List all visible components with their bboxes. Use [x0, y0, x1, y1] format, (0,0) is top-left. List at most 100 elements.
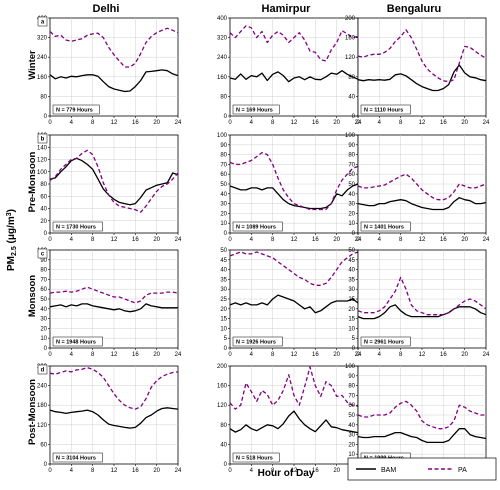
y-tick-label: 100 — [345, 133, 356, 139]
x-tick-label: 0 — [356, 237, 360, 243]
y-tick-label: 60 — [348, 172, 355, 178]
x-tick-label: 8 — [399, 237, 403, 243]
y-tick-label: 40 — [40, 207, 47, 213]
x-tick-label: 20 — [333, 237, 340, 243]
x-tick-label: 4 — [250, 352, 254, 358]
y-tick-label: 90 — [40, 258, 47, 264]
series-line-pa — [229, 251, 359, 286]
y-tick-label: 30 — [220, 287, 227, 293]
y-tick-label: 400 — [217, 16, 228, 22]
n-label-box — [360, 104, 411, 115]
n-label-box — [52, 452, 103, 463]
series-line-pa — [357, 400, 486, 430]
panel-tag: a — [41, 20, 45, 26]
x-tick-label: 24 — [483, 237, 490, 243]
series-line-pa — [49, 286, 179, 304]
x-tick-label: 4 — [378, 237, 382, 243]
y-tick-label: 120 — [345, 55, 356, 61]
x-tick-label: 24 — [483, 352, 490, 358]
y-tick-label: 140 — [37, 145, 48, 151]
x-tick-label: 12 — [291, 237, 298, 243]
x-tick-label: 8 — [271, 468, 275, 474]
y-tick-label: 90 — [220, 143, 227, 149]
y-tick-label: 40 — [220, 192, 227, 198]
n-label-box — [232, 452, 280, 463]
x-tick-label: 16 — [312, 120, 319, 126]
x-tick-label: 4 — [378, 352, 382, 358]
y-tick-label: 0 — [224, 462, 228, 468]
y-tick-label: 120 — [37, 158, 48, 164]
y-tick-label: 30 — [40, 317, 47, 323]
y-tick-label: 5 — [352, 336, 356, 342]
y-tick-label: 60 — [348, 403, 355, 409]
y-tick-label: 5 — [224, 336, 228, 342]
y-tick-label: 70 — [220, 162, 227, 168]
x-tick-label: 12 — [111, 468, 118, 474]
y-tick-label: 20 — [348, 307, 355, 313]
n-label-box — [232, 336, 283, 347]
panel-post-monsoon-delhi: 06012018024030004812162024N = 3104 Hours… — [37, 364, 182, 474]
x-tick-label: 16 — [312, 237, 319, 243]
x-tick-label: 0 — [228, 352, 232, 358]
y-tick-label: 90 — [348, 374, 355, 380]
y-tick-label: 10 — [348, 221, 355, 227]
panel-pre-monsoon-delhi: 02040608010012014016004812162024N = 1730… — [37, 133, 182, 243]
x-tick-label: 4 — [70, 352, 74, 358]
n-label: N = 1948 Hours — [56, 340, 96, 346]
column-title-bengaluru: Bengaluru — [387, 3, 441, 15]
x-tick-label: 24 — [175, 120, 182, 126]
x-tick-label: 20 — [153, 468, 160, 474]
y-tick-label: 0 — [44, 346, 48, 352]
n-label: N = 1926 Hours — [236, 340, 276, 346]
n-label: N = 1401 Hours — [364, 225, 404, 231]
x-tick-label: 8 — [91, 352, 95, 358]
y-tick-label: 35 — [220, 277, 227, 283]
series-line-pa — [357, 29, 487, 83]
x-tick-label: 0 — [228, 237, 232, 243]
panel-tag: c — [41, 252, 45, 258]
x-tick-label: 20 — [153, 120, 160, 126]
x-tick-label: 20 — [153, 237, 160, 243]
y-tick-label: 20 — [220, 307, 227, 313]
y-tick-label: 0 — [352, 346, 356, 352]
n-label: N = 1730 Hours — [56, 225, 96, 231]
n-label-box — [52, 336, 103, 347]
series-line-bam — [357, 428, 487, 444]
series-line-bam — [357, 64, 487, 92]
x-tick-label: 8 — [271, 120, 275, 126]
x-tick-label: 24 — [175, 237, 182, 243]
y-tick-label: 40 — [348, 94, 355, 100]
y-tick-label: 10 — [220, 326, 227, 332]
x-tick-label: 20 — [461, 120, 468, 126]
y-tick-label: 10 — [348, 452, 355, 458]
y-tick-label: 240 — [217, 55, 228, 61]
series-line-pa — [229, 25, 359, 62]
y-tick-label: 70 — [40, 277, 47, 283]
y-tick-label: 50 — [40, 297, 47, 303]
x-tick-label: 12 — [291, 120, 298, 126]
x-tick-label: 12 — [111, 120, 118, 126]
panel-tag: b — [41, 137, 45, 143]
y-tick-label: 100 — [345, 364, 356, 370]
y-tick-label: 25 — [220, 297, 227, 303]
x-tick-label: 8 — [399, 352, 403, 358]
x-tick-label: 16 — [440, 237, 447, 243]
x-tick-label: 24 — [355, 120, 362, 126]
x-tick-label: 12 — [111, 237, 118, 243]
n-label: N = 1110 Hours — [364, 108, 403, 114]
x-tick-label: 16 — [312, 352, 319, 358]
x-tick-label: 16 — [440, 352, 447, 358]
y-tick-label: 90 — [348, 143, 355, 149]
x-axis-label: Hour of Day — [258, 468, 315, 479]
n-label-box — [52, 104, 100, 115]
row-label-post-monsoon: Post-Monsoon — [27, 379, 38, 445]
series-line-bam — [357, 304, 487, 320]
x-tick-label: 12 — [419, 352, 426, 358]
y-tick-label: 20 — [40, 326, 47, 332]
x-tick-label: 12 — [419, 120, 426, 126]
series-line-pa — [229, 366, 359, 410]
